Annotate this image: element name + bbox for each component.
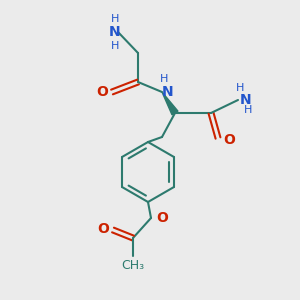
Text: N: N [240,93,252,107]
Text: O: O [223,133,235,147]
Text: N: N [162,85,174,99]
Text: O: O [97,222,109,236]
Text: N: N [109,25,121,39]
Text: H: H [160,74,168,84]
Text: O: O [156,211,168,225]
Text: H: H [236,83,244,93]
Text: O: O [96,85,108,99]
Text: H: H [111,14,119,24]
Text: CH₃: CH₃ [122,259,145,272]
Text: H: H [111,41,119,51]
Text: H: H [244,105,252,115]
Polygon shape [162,92,178,115]
